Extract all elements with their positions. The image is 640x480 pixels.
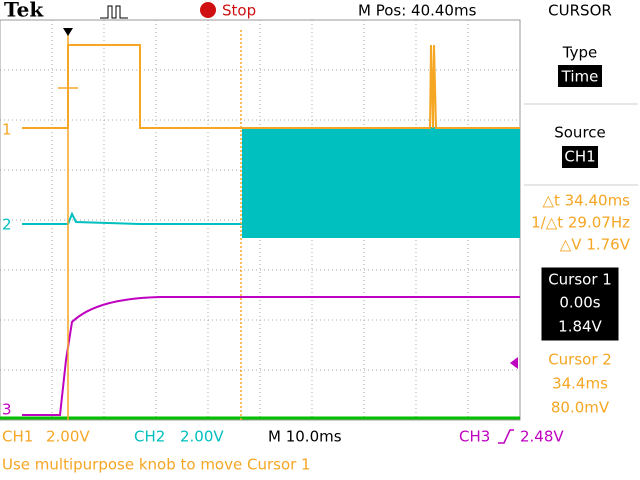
timebase: M 10.0ms (268, 428, 342, 446)
ch2-scale: 2.00V (180, 428, 224, 446)
brand: Tek (4, 0, 44, 22)
cursor1-volts: 1.84V (558, 318, 602, 336)
source-label[interactable]: Source (554, 124, 606, 142)
delta-t: △t 34.40ms (542, 192, 630, 210)
trigger-slope (498, 429, 514, 444)
trigger-level-arrow (510, 357, 518, 369)
position: M Pos: 40.40ms (358, 2, 477, 20)
type-label[interactable]: Type (562, 44, 597, 62)
menu-title: CURSOR (548, 2, 612, 20)
side-panel (524, 22, 638, 420)
delta-v: △V 1.76V (560, 236, 631, 254)
cursor2-volts: 80.0mV (551, 399, 610, 417)
frequency: 1/△t 29.07Hz (531, 214, 630, 232)
type-value[interactable]: Time (561, 68, 599, 86)
cursor1-title[interactable]: Cursor 1 (548, 271, 612, 289)
cursor1-box[interactable] (540, 266, 620, 342)
acquire-icon (100, 5, 128, 19)
ch2-noise (242, 127, 520, 238)
source-value[interactable]: CH1 (564, 148, 595, 166)
cursor1-time: 0.00s (559, 294, 600, 312)
trigger-position (63, 28, 73, 36)
ch1-marker: 1 (2, 121, 12, 139)
help-message: Use multipurpose knob to move Cursor 1 (2, 456, 311, 474)
ch2-trace (22, 211, 242, 225)
type-box[interactable] (558, 65, 602, 87)
source-box[interactable] (562, 146, 598, 168)
ch1-label: CH1 (2, 428, 33, 446)
cursor2-title[interactable]: Cursor 2 (548, 351, 612, 369)
stop-icon (200, 2, 216, 18)
ch2-marker: 2 (2, 216, 12, 234)
run-state: Stop (222, 2, 256, 20)
cursor2-time: 34.4ms (552, 375, 608, 393)
ch2-label: CH2 (134, 428, 165, 446)
ch3-marker: 3 (2, 401, 12, 419)
ch3-trace (22, 296, 520, 416)
trigger-level: 2.48V (520, 428, 564, 446)
ch3-label: CH3 (459, 428, 490, 446)
ch1-scale: 2.00V (46, 428, 90, 446)
